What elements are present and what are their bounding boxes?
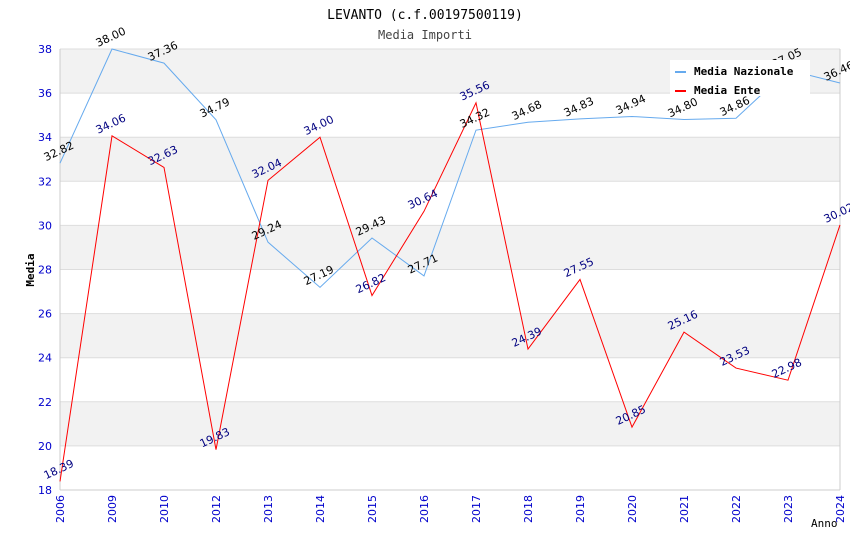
grid-band (60, 401, 840, 446)
x-tick-label: 2016 (418, 495, 431, 523)
grid-band (60, 445, 840, 490)
y-tick-label: 36 (38, 87, 52, 100)
grid-band (60, 357, 840, 402)
x-tick-label: 2021 (678, 495, 691, 523)
grid-band (60, 313, 840, 358)
legend-nazionale: Media Nazionale (694, 65, 794, 78)
y-tick-label: 24 (38, 352, 52, 365)
x-tick-label: 2019 (574, 495, 587, 523)
x-tick-label: 2020 (626, 495, 639, 523)
x-tick-label: 2015 (366, 495, 379, 523)
y-tick-label: 38 (38, 43, 52, 56)
data-label: 38.00 (94, 25, 128, 50)
chart-subtitle: Media Importi (378, 28, 472, 42)
x-tick-label: 2022 (730, 495, 743, 523)
y-tick-label: 26 (38, 308, 52, 321)
x-axis-label: Anno (811, 517, 838, 530)
series-line-1 (59, 101, 841, 482)
x-tick-label: 2018 (522, 495, 535, 523)
grid-band (60, 269, 840, 314)
y-tick-label: 28 (38, 264, 52, 277)
x-tick-label: 2009 (106, 495, 119, 523)
y-tick-label: 30 (38, 219, 52, 232)
x-tick-label: 2023 (782, 495, 795, 523)
legend-ente: Media Ente (694, 84, 761, 97)
legend: Media Nazionale Media Ente (670, 60, 810, 97)
x-tick-label: 2012 (210, 495, 223, 523)
x-tick-label: 2017 (470, 495, 483, 523)
y-tick-label: 34 (38, 131, 52, 144)
y-tick-label: 20 (38, 440, 52, 453)
series-line-0 (59, 48, 841, 289)
grid-band (60, 93, 840, 138)
x-tick-label: 2010 (158, 495, 171, 523)
y-axis-label: Media (24, 253, 37, 286)
x-tick-label: 2024 (834, 495, 847, 523)
y-tick-label: 22 (38, 396, 52, 409)
chart-title: LEVANTO (c.f.00197500119) (327, 8, 523, 23)
y-tick-label: 18 (38, 484, 52, 497)
x-tick-label: 2014 (314, 495, 327, 523)
x-tick-label: 2013 (262, 495, 275, 523)
grid-band (60, 225, 840, 270)
x-tick-label: 2006 (54, 495, 67, 523)
grid-band (60, 137, 840, 182)
y-tick-label: 32 (38, 175, 52, 188)
